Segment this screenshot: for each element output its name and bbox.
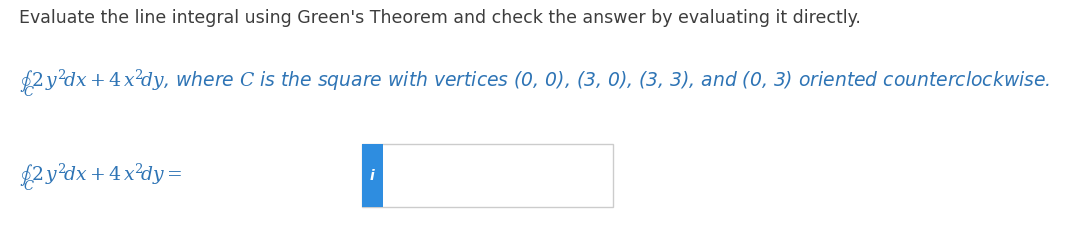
Text: Evaluate the line integral using Green's Theorem and check the answer by evaluat: Evaluate the line integral using Green's… <box>19 9 861 27</box>
Text: $\oint_{\!\!C}\! 2\,y^2\!dx + 4\,x^2\!dy$, where $C$ is the square with vertices: $\oint_{\!\!C}\! 2\,y^2\!dx + 4\,x^2\!dy… <box>19 68 1051 99</box>
Bar <box>362 144 383 207</box>
Text: $\oint_{\!\!C}\! 2\,y^2\!dx + 4\,x^2\!dy =$: $\oint_{\!\!C}\! 2\,y^2\!dx + 4\,x^2\!dy… <box>19 162 183 193</box>
Bar <box>362 144 613 207</box>
Text: i: i <box>370 169 374 182</box>
